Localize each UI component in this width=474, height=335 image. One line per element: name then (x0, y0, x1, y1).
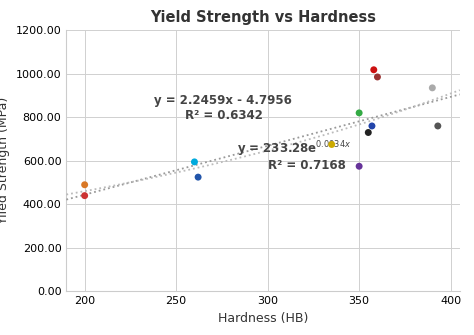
Title: Yield Strength vs Hardness: Yield Strength vs Hardness (150, 10, 376, 25)
Point (356, 163, 363, 169)
Text: y = 2.2459x - 4.7956: y = 2.2459x - 4.7956 (154, 94, 292, 107)
Point (194, 175, 202, 180)
Point (368, 123, 376, 129)
Text: R² = 0.6342: R² = 0.6342 (185, 110, 263, 122)
X-axis label: Hardness (HB): Hardness (HB) (218, 312, 308, 325)
Point (365, 130, 372, 135)
Point (434, 123, 442, 129)
Point (374, 74, 381, 80)
Point (428, 85, 436, 90)
Point (81, 193, 89, 198)
Point (81, 182, 89, 187)
Y-axis label: Yiled Strength (MPa): Yiled Strength (MPa) (0, 97, 10, 224)
Point (191, 159, 198, 164)
Point (370, 67, 378, 72)
Point (356, 110, 363, 116)
Text: R² = 0.7168: R² = 0.7168 (268, 159, 346, 172)
Point (328, 142, 336, 147)
Text: y = 233.28e$^{0.0034x}$: y = 233.28e$^{0.0034x}$ (237, 139, 351, 159)
